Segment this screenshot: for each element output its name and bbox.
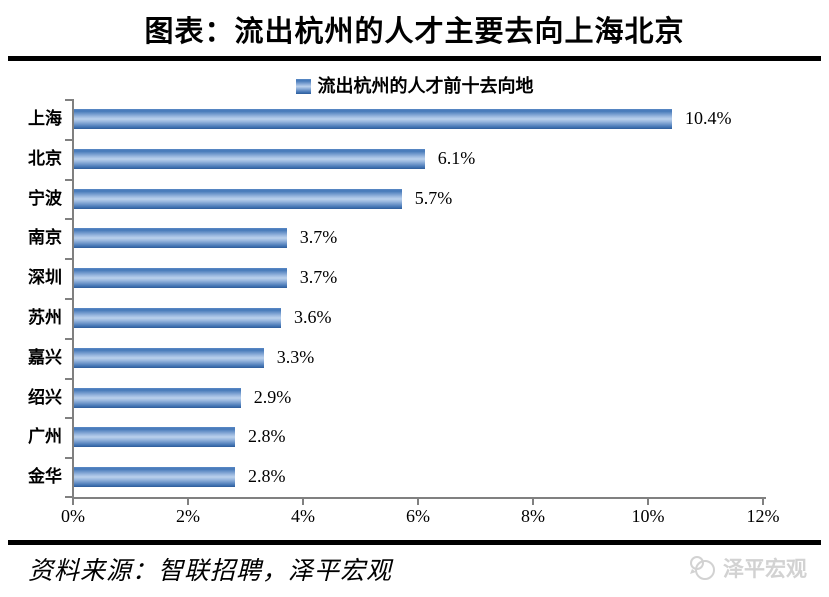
y-axis-tick (65, 99, 72, 101)
bar-category-label: 宁波 (28, 188, 62, 208)
bar-value-label: 6.1% (437, 147, 476, 168)
bar-value-label: 5.7% (414, 187, 453, 208)
bar-value-label: 10.4% (685, 108, 732, 128)
bar-category-label: 嘉兴 (28, 347, 62, 367)
y-axis-tick (65, 218, 72, 221)
bar-value-label: 2.8% (248, 426, 286, 447)
y-axis-tick (65, 496, 72, 498)
x-axis-tick (417, 497, 419, 505)
x-axis-tick (532, 497, 534, 505)
x-tick-label: 6% (406, 506, 430, 526)
bar-category-label: 苏州 (28, 308, 62, 327)
bar-category-label: 深圳 (28, 268, 62, 288)
bar (74, 188, 402, 209)
bar (74, 108, 672, 129)
legend-label: 流出杭州的人才前十去向地 (317, 76, 534, 96)
bar (74, 347, 264, 368)
bar-category-label: 南京 (28, 228, 62, 248)
x-axis-line (72, 497, 766, 499)
y-axis-tick (65, 377, 72, 380)
y-axis-tick (65, 138, 72, 141)
bar-value-label: 3.3% (276, 346, 315, 367)
x-tick-label: 0% (61, 506, 85, 526)
watermark-label: 泽平宏观 (723, 558, 807, 581)
bar-value-label: 2.9% (253, 386, 292, 407)
x-axis-tick (302, 497, 304, 505)
y-axis-tick (65, 178, 72, 181)
y-axis-tick (65, 258, 72, 261)
y-axis-tick (65, 337, 72, 340)
bar-category-label: 绍兴 (28, 387, 62, 407)
x-tick-label: 2% (176, 506, 200, 526)
bar (74, 268, 287, 289)
bar (74, 307, 281, 328)
y-axis-line (72, 99, 74, 497)
bar-value-label: 3.6% (294, 307, 332, 327)
bar-category-label: 金华 (28, 467, 62, 487)
x-tick-label: 8% (521, 506, 545, 526)
bar-category-label: 广州 (28, 427, 62, 447)
x-tick-label: 4% (291, 506, 315, 526)
y-axis-tick (65, 298, 72, 300)
megaphone-icon (688, 555, 718, 581)
bar (74, 467, 235, 488)
legend-swatch-icon (295, 79, 311, 94)
x-axis-tick (72, 497, 74, 505)
x-axis-tick (647, 497, 649, 505)
bar-value-label: 3.7% (299, 267, 338, 288)
x-tick-label: 10% (631, 506, 665, 526)
chart-legend: 流出杭州的人才前十去向地 (0, 72, 829, 98)
bar (74, 228, 287, 249)
bar (74, 427, 235, 448)
x-axis-tick (762, 497, 764, 505)
footer-divider-rule (8, 540, 821, 545)
y-axis-tick (65, 457, 72, 460)
bar-category-label: 北京 (28, 148, 62, 168)
bar-value-label: 2.8% (248, 466, 286, 487)
page-title: 图表：流出杭州的人才主要去向上海北京 (144, 16, 685, 48)
bar-category-label: 上海 (28, 109, 62, 128)
bar-value-label: 3.7% (299, 227, 338, 248)
bar (74, 387, 241, 408)
bar (74, 148, 425, 169)
y-axis-tick (65, 417, 72, 420)
title-divider-rule (8, 56, 821, 61)
x-tick-label: 12% (746, 506, 780, 526)
source-note: 资料来源：智联招聘，泽平宏观 (28, 558, 393, 585)
watermark: 泽平宏观 (688, 553, 807, 583)
x-axis-tick (187, 497, 189, 505)
